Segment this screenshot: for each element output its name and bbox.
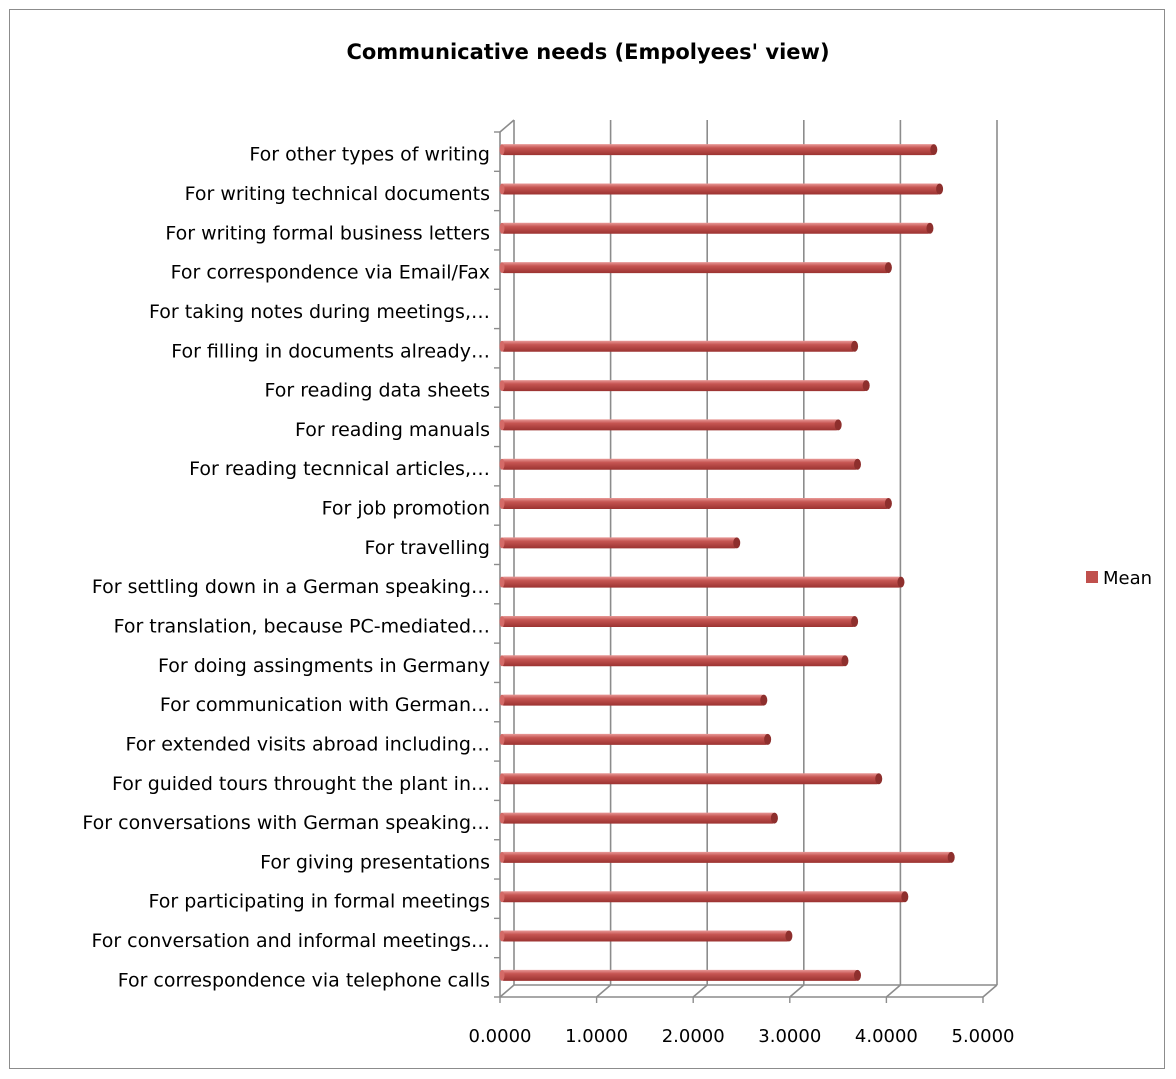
x-tick-label: 0.0000 [469, 1026, 532, 1047]
bar [499, 262, 892, 274]
bar [499, 812, 778, 824]
category-label: For translation, because PC-mediated… [114, 615, 490, 637]
category-label: For taking notes during meetings,… [149, 301, 490, 323]
chart-title: Communicative needs (Empolyees' view) [346, 40, 830, 64]
bar [499, 498, 892, 510]
bar [499, 183, 944, 195]
bar [499, 615, 859, 627]
category-label: For doing assingments in Germany [158, 655, 490, 677]
bar [499, 222, 934, 234]
bar [499, 419, 842, 431]
category-label: For writing formal business letters [165, 222, 490, 244]
legend-label: Mean [1103, 568, 1152, 589]
bar [499, 773, 883, 785]
category-label: For writing technical documents [185, 183, 490, 205]
bar [499, 340, 859, 352]
bar [499, 694, 768, 706]
category-label: For settling down in a German speaking… [92, 576, 490, 598]
bar [499, 655, 849, 667]
bar [499, 930, 793, 942]
category-labels: For other types of writing For writing te… [82, 144, 490, 992]
bar [499, 851, 955, 863]
category-label: For conversations with German speaking… [82, 812, 490, 834]
x-tick-label: 2.0000 [662, 1026, 725, 1047]
category-label: For reading tecnnical articles,… [189, 458, 490, 480]
category-label: For extended visits abroad including… [126, 733, 490, 755]
bar [499, 458, 861, 470]
legend: Mean [1086, 568, 1152, 589]
category-label: For reading manuals [295, 419, 490, 441]
x-tick-label: 4.0000 [855, 1026, 918, 1047]
bar [499, 576, 905, 588]
floor-line [789, 984, 805, 998]
floor-line [499, 984, 515, 998]
bars [499, 144, 955, 981]
x-tick-label: 1.0000 [565, 1026, 628, 1047]
x-tick-labels: 0.0000 1.0000 2.0000 3.0000 4.0000 5.0000 [469, 1026, 1015, 1047]
bar [499, 733, 772, 745]
category-label: For reading data sheets [265, 380, 490, 402]
category-label: For other types of writing [249, 144, 490, 166]
x-tick-label: 5.0000 [952, 1026, 1015, 1047]
category-label: For correspondence via telephone calls [118, 969, 490, 991]
x-tick-label: 3.0000 [758, 1026, 821, 1047]
category-label: For giving presentations [260, 851, 490, 873]
legend-swatch [1086, 571, 1098, 583]
bar [499, 144, 938, 156]
category-label: For travelling [364, 537, 490, 559]
bar [499, 891, 909, 903]
bar [499, 969, 861, 981]
grid-lines [499, 120, 998, 998]
category-label: For filling in documents already… [171, 340, 490, 362]
axes [494, 119, 997, 1003]
bar [499, 537, 741, 549]
floor-line [596, 984, 612, 998]
wall-top-edge [499, 119, 515, 133]
floor-line [885, 984, 901, 998]
bar [499, 380, 870, 392]
category-label: For communication with German… [160, 694, 490, 716]
category-label: For correspondence via Email/Fax [171, 262, 490, 284]
floor-line [982, 984, 998, 998]
category-label: For guided tours throught the plant in… [112, 773, 490, 795]
category-label: For participating in formal meetings [148, 891, 490, 913]
category-label: For conversation and informal meetings… [91, 930, 490, 952]
category-label: For job promotion [322, 498, 490, 520]
legend-item: Mean [1086, 568, 1152, 589]
floor-line [692, 984, 708, 998]
